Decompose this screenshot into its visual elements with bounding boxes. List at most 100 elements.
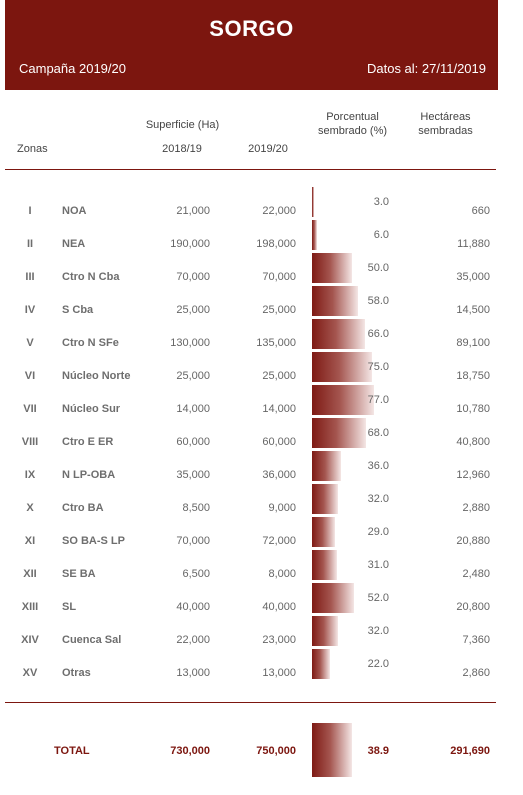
superficie-2019: 198,000	[256, 238, 296, 250]
zone-number: XII	[23, 568, 37, 580]
zone-number: XIV	[21, 634, 39, 646]
zone-name: Ctro N SFe	[62, 337, 119, 349]
percent-value: 36.0	[367, 460, 389, 472]
hectares-value: 89,100	[456, 337, 490, 349]
superficie-2018: 13,000	[176, 667, 210, 679]
superficie-2018: 14,000	[176, 403, 210, 415]
zonas-header: Zonas	[17, 143, 48, 155]
hectares-value: 2,480	[462, 568, 490, 580]
superficie-2019: 40,000	[262, 601, 296, 613]
hectares-value: 40,800	[456, 436, 490, 448]
superficie-2018: 25,000	[176, 370, 210, 382]
superficie-2018: 70,000	[176, 271, 210, 283]
percent-value: 50.0	[367, 262, 389, 274]
superficie-header: Superficie (Ha)	[145, 119, 220, 131]
year-2019-header: 2019/20	[248, 143, 288, 155]
year-2018-header: 2018/19	[162, 143, 202, 155]
total-label: TOTAL	[54, 745, 90, 757]
zone-number: XI	[24, 535, 36, 547]
percent-bar	[312, 220, 317, 250]
hectares-value: 11,880	[457, 238, 490, 250]
data-date-label: Datos al: 27/11/2019	[366, 61, 486, 76]
campaign-label: Campaña 2019/20	[19, 61, 126, 76]
zone-number: III	[25, 271, 35, 283]
superficie-2019: 14,000	[262, 403, 296, 415]
zone-number: X	[26, 502, 34, 514]
page-title: SORGO	[209, 16, 294, 41]
percent-bar	[312, 253, 352, 283]
percent-bar	[312, 385, 374, 415]
zone-name: N LP-OBA	[62, 469, 116, 481]
hectareas-header-line1: Hectáreas	[420, 111, 471, 123]
hectares-value: 660	[471, 205, 490, 217]
percent-bar	[312, 187, 315, 217]
percent-value: 32.0	[367, 625, 389, 637]
zone-name: SE BA	[62, 568, 96, 580]
total-hectares: 291,690	[450, 745, 490, 757]
superficie-2019: 8,000	[268, 568, 296, 580]
zone-number: I	[28, 205, 32, 217]
superficie-2018: 60,000	[176, 436, 210, 448]
hectares-value: 12,960	[456, 469, 490, 481]
superficie-2019: 36,000	[262, 469, 296, 481]
hectares-value: 35,000	[456, 271, 490, 283]
percent-value: 6.0	[373, 229, 389, 241]
percent-bar	[312, 517, 336, 547]
zone-name: S Cba	[62, 304, 94, 316]
hectares-value: 7,360	[462, 634, 490, 646]
superficie-2019: 22,000	[262, 205, 296, 217]
zone-number: V	[26, 337, 34, 349]
superficie-2019: 23,000	[262, 634, 296, 646]
hectares-value: 2,880	[462, 502, 490, 514]
percent-value: 29.0	[367, 526, 389, 538]
header-divider	[5, 169, 496, 170]
percent-value: 58.0	[367, 295, 389, 307]
total-superficie-2019: 750,000	[256, 745, 296, 757]
hectares-value: 2,860	[462, 667, 490, 679]
superficie-2018: 22,000	[176, 634, 210, 646]
percent-value: 52.0	[367, 592, 389, 604]
percent-bar	[312, 649, 330, 679]
percent-value: 22.0	[367, 658, 389, 670]
superficie-2018: 6,500	[182, 568, 210, 580]
percent-bar	[312, 319, 365, 349]
percent-value: 75.0	[367, 361, 389, 373]
zone-name: NOA	[62, 205, 87, 217]
superficie-2019: 9,000	[268, 502, 296, 514]
zone-name: Ctro E ER	[62, 436, 114, 448]
zone-number: II	[26, 238, 34, 250]
zone-number: IX	[24, 469, 36, 481]
zone-name: Otras	[62, 667, 91, 679]
superficie-2019: 25,000	[262, 304, 296, 316]
superficie-2018: 21,000	[176, 205, 210, 217]
percent-value: 68.0	[367, 427, 389, 439]
superficie-2018: 130,000	[170, 337, 210, 349]
total-percent-value: 38.9	[367, 745, 389, 757]
zone-name: Ctro N Cba	[62, 271, 120, 283]
superficie-2018: 35,000	[176, 469, 210, 481]
zone-name: SL	[62, 601, 77, 613]
superficie-2019: 25,000	[262, 370, 296, 382]
percent-bar	[312, 286, 359, 316]
percent-bar	[312, 451, 341, 481]
percent-value: 31.0	[367, 559, 389, 571]
title-banner: SORGO Campaña 2019/20 Datos al: 27/11/20…	[5, 0, 498, 90]
percent-value: 32.0	[367, 493, 389, 505]
zone-name: Ctro BA	[62, 502, 104, 514]
zone-name: Núcleo Sur	[62, 403, 121, 415]
hectares-value: 14,500	[456, 304, 490, 316]
porcentual-header-line1: Porcentual	[326, 111, 379, 123]
hectares-value: 20,800	[456, 601, 490, 613]
hectares-value: 20,880	[456, 535, 490, 547]
percent-value: 3.0	[373, 196, 389, 208]
superficie-2019: 60,000	[262, 436, 296, 448]
hectares-value: 10,780	[456, 403, 490, 415]
superficie-2019: 135,000	[256, 337, 296, 349]
superficie-2019: 70,000	[262, 271, 296, 283]
zone-name: NEA	[62, 238, 86, 250]
superficie-2018: 8,500	[182, 502, 210, 514]
superficie-2019: 13,000	[262, 667, 296, 679]
superficie-2018: 25,000	[176, 304, 210, 316]
superficie-2018: 40,000	[176, 601, 210, 613]
zone-name: Cuenca Sal	[62, 634, 122, 646]
